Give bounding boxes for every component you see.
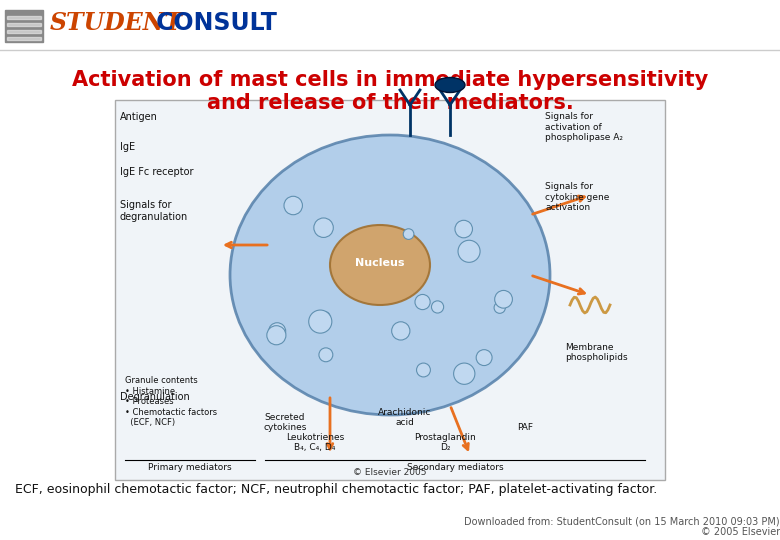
Circle shape: [476, 350, 492, 366]
Circle shape: [284, 196, 303, 215]
Text: IgE Fc receptor: IgE Fc receptor: [120, 167, 193, 177]
Text: Membrane
phospholipids: Membrane phospholipids: [565, 342, 628, 362]
Text: Signals for
degranulation: Signals for degranulation: [120, 200, 188, 222]
Text: CONSULT: CONSULT: [148, 11, 277, 35]
Text: STUDENT: STUDENT: [50, 11, 183, 35]
Bar: [0, 0, 780, 50]
Circle shape: [431, 301, 444, 313]
Bar: [7, 23, 41, 26]
Circle shape: [392, 322, 410, 340]
Circle shape: [268, 323, 285, 340]
Bar: [5, 10, 43, 42]
Circle shape: [403, 229, 414, 239]
Circle shape: [319, 312, 330, 323]
Circle shape: [494, 302, 505, 313]
Text: ECF, eosinophil chemotactic factor; NCF, neutrophil chemotactic factor; PAF, pla: ECF, eosinophil chemotactic factor; NCF,…: [15, 483, 658, 496]
Text: Leukotrienes
B₄, C₄, D₄: Leukotrienes B₄, C₄, D₄: [286, 433, 344, 452]
Circle shape: [417, 363, 431, 377]
Text: © 2005 Elsevier: © 2005 Elsevier: [700, 527, 780, 537]
Ellipse shape: [330, 225, 430, 305]
Text: Activation of mast cells in immediate hypersensitivity
and release of their medi: Activation of mast cells in immediate hy…: [72, 70, 708, 113]
Circle shape: [267, 326, 286, 345]
Bar: [7, 37, 41, 40]
Ellipse shape: [435, 78, 465, 92]
Text: Granule contents
• Histamine
• Proteases
• Chemotactic factors
  (ECF, NCF): Granule contents • Histamine • Proteases…: [125, 376, 217, 427]
Bar: [7, 30, 41, 33]
Text: Arachidonic
acid: Arachidonic acid: [378, 408, 431, 427]
Circle shape: [319, 348, 333, 362]
Text: © Elsevier 2005: © Elsevier 2005: [353, 468, 427, 477]
Circle shape: [454, 363, 475, 384]
Circle shape: [309, 310, 332, 333]
Text: Signals for
cytokine gene
activation: Signals for cytokine gene activation: [545, 182, 609, 212]
Circle shape: [495, 291, 512, 308]
Circle shape: [458, 240, 480, 262]
Text: Degranulation: Degranulation: [120, 392, 190, 402]
Circle shape: [455, 220, 473, 238]
Ellipse shape: [230, 135, 550, 415]
Text: Antigen: Antigen: [120, 112, 158, 122]
Bar: [7, 16, 41, 19]
Text: PAF: PAF: [517, 423, 533, 432]
Text: Prostaglandin
D₂: Prostaglandin D₂: [414, 433, 476, 452]
Text: Nucleus: Nucleus: [355, 258, 405, 268]
Circle shape: [314, 218, 333, 238]
Text: Downloaded from: StudentConsult (on 15 March 2010 09:03 PM): Downloaded from: StudentConsult (on 15 M…: [464, 517, 780, 527]
Text: Secreted
cytokines: Secreted cytokines: [264, 413, 307, 432]
Text: Signals for
activation of
phospholipase A₂: Signals for activation of phospholipase …: [545, 112, 623, 142]
Text: Secondary mediators: Secondary mediators: [406, 463, 503, 472]
Text: IgE: IgE: [120, 142, 135, 152]
Circle shape: [415, 294, 430, 309]
Text: Primary mediators: Primary mediators: [148, 463, 232, 472]
Bar: [115, 100, 665, 480]
